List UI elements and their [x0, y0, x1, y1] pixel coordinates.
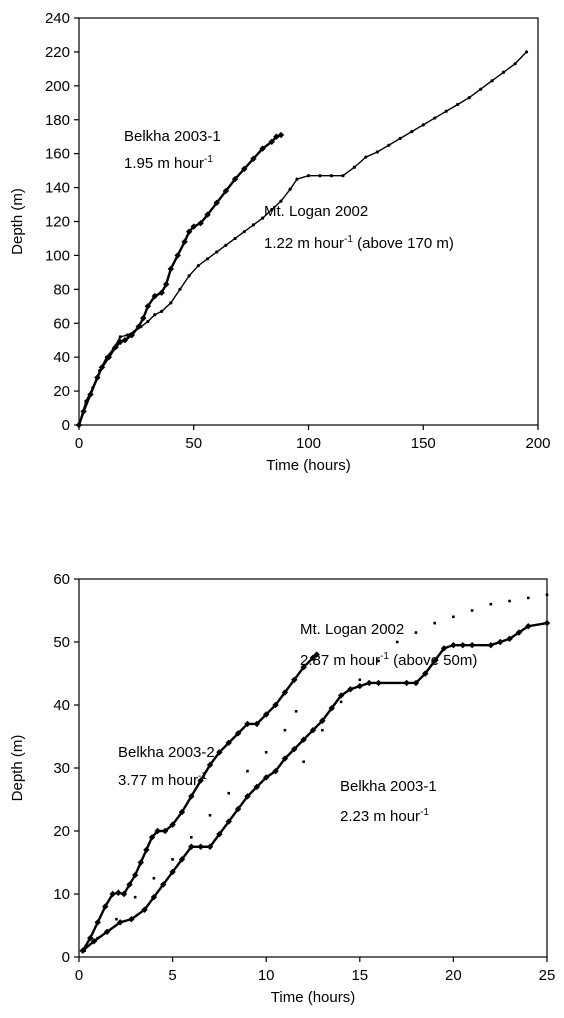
y-axis-label: Depth (m): [9, 188, 26, 255]
data-point: [377, 659, 380, 663]
data-point: [190, 836, 193, 839]
data-point: [152, 876, 156, 880]
x-tick-label: 50: [185, 435, 202, 452]
data-point: [313, 651, 320, 658]
y-tick-label: 220: [45, 44, 70, 61]
series-group: [79, 593, 551, 954]
data-point: [283, 728, 287, 732]
y-tick-label: 240: [45, 10, 70, 27]
data-point: [339, 700, 343, 704]
y-tick-label: 60: [53, 315, 70, 332]
annotation-belkha-2003-2-name: Belkha 2003-2: [118, 744, 215, 761]
series-belkha-2003-1: [75, 131, 285, 429]
y-tick-label: 20: [53, 383, 70, 400]
annotation-belkha-2003-2-rate: 3.77 m hour-1: [118, 771, 207, 789]
series-belkha-2003-2: [79, 651, 320, 954]
y-tick-label: 180: [45, 112, 70, 129]
series-mt-logan-2002: [77, 50, 529, 427]
data-point: [526, 596, 530, 600]
data-point: [470, 609, 474, 612]
data-point: [414, 631, 418, 634]
x-tick-label: 15: [351, 967, 368, 984]
x-ticks: 0 50 100 150 200: [75, 425, 551, 452]
y-ticks: 0 10 20 30 40 50 60: [53, 571, 79, 966]
data-point: [133, 895, 137, 899]
x-tick-label: 25: [539, 967, 556, 984]
data-point: [302, 760, 305, 763]
y-tick-label: 30: [53, 760, 70, 777]
y-ticks: 0 20 40 60 80 100 120 140 160 180 200 220 240: [45, 10, 79, 434]
data-point: [358, 678, 362, 682]
y-tick-label: 50: [53, 634, 70, 651]
x-tick-label: 100: [296, 435, 321, 452]
y-axis-label: Depth (m): [9, 735, 26, 802]
annotation-mt-logan-2002-name: Mt. Logan 2002: [264, 203, 368, 220]
x-tick-label: 20: [445, 967, 462, 984]
chart-bottom: 0 10 20 30 40 50 60 0 5 10 15 20 25 Time (hours) De…: [9, 571, 555, 1006]
x-tick-label: 0: [75, 967, 83, 984]
data-point: [294, 710, 298, 713]
y-tick-label: 40: [53, 349, 70, 366]
y-tick-label: 10: [53, 886, 70, 903]
y-tick-label: 120: [45, 214, 70, 231]
y-tick-label: 40: [53, 697, 70, 714]
data-point: [321, 728, 324, 732]
series-group: [75, 50, 529, 429]
data-point: [246, 769, 249, 773]
y-tick-label: 160: [45, 146, 70, 163]
data-point: [264, 750, 268, 754]
series-line-belkha-2003-2: [81, 653, 318, 952]
x-tick-label: 10: [258, 967, 275, 984]
annotation-mt-logan-2002-rate: 2.87 m hour-1 (above 50m): [300, 651, 477, 669]
annotation-belkha-2003-1-rate: 1.95 m hour-1: [124, 154, 213, 172]
x-ticks: 0 5 10 15 20 25: [75, 957, 556, 984]
x-tick-label: 200: [525, 435, 550, 452]
data-point: [452, 615, 455, 619]
x-tick-label: 150: [411, 435, 436, 452]
x-tick-label: 0: [75, 435, 83, 452]
y-tick-label: 60: [53, 571, 70, 588]
data-point: [227, 791, 231, 795]
y-tick-label: 200: [45, 78, 70, 95]
annotation-belkha-2003-1-name: Belkha 2003-1: [340, 778, 437, 795]
series-line-belkha-2003-1: [77, 133, 282, 426]
chart-top: 0 20 40 60 80 100 120 140 160 180 200 220 240 0 50 100…: [9, 10, 551, 474]
plot-area-frame: [78, 17, 539, 426]
annotation-mt-logan-2002-rate: 1.22 m hour-1 (above 170 m): [264, 234, 454, 252]
y-tick-label: 100: [45, 247, 70, 264]
data-point: [395, 640, 399, 644]
data-point: [545, 593, 549, 597]
data-point: [433, 621, 436, 625]
y-tick-label: 80: [53, 281, 70, 298]
series-line-mt-logan-2002: [78, 51, 528, 426]
annotation-belkha-2003-1-name: Belkha 2003-1: [124, 128, 221, 145]
y-tick-label: 0: [62, 417, 70, 434]
series-line-belkha-2003-1: [81, 621, 548, 952]
data-point: [508, 599, 511, 603]
x-axis-label: Time (hours): [266, 457, 350, 474]
series-belkha-2003-1: [79, 619, 551, 954]
annotation-belkha-2003-1-rate: 2.23 m hour-1: [340, 807, 429, 825]
x-axis-label: Time (hours): [271, 989, 355, 1006]
data-point: [208, 813, 212, 817]
data-point: [115, 917, 118, 921]
data-point: [489, 602, 493, 606]
x-tick-label: 5: [168, 967, 176, 984]
y-tick-label: 20: [53, 823, 70, 840]
y-tick-label: 140: [45, 180, 70, 197]
y-tick-label: 0: [62, 949, 70, 966]
data-point: [171, 858, 174, 861]
annotation-mt-logan-2002-name: Mt. Logan 2002: [300, 621, 404, 638]
